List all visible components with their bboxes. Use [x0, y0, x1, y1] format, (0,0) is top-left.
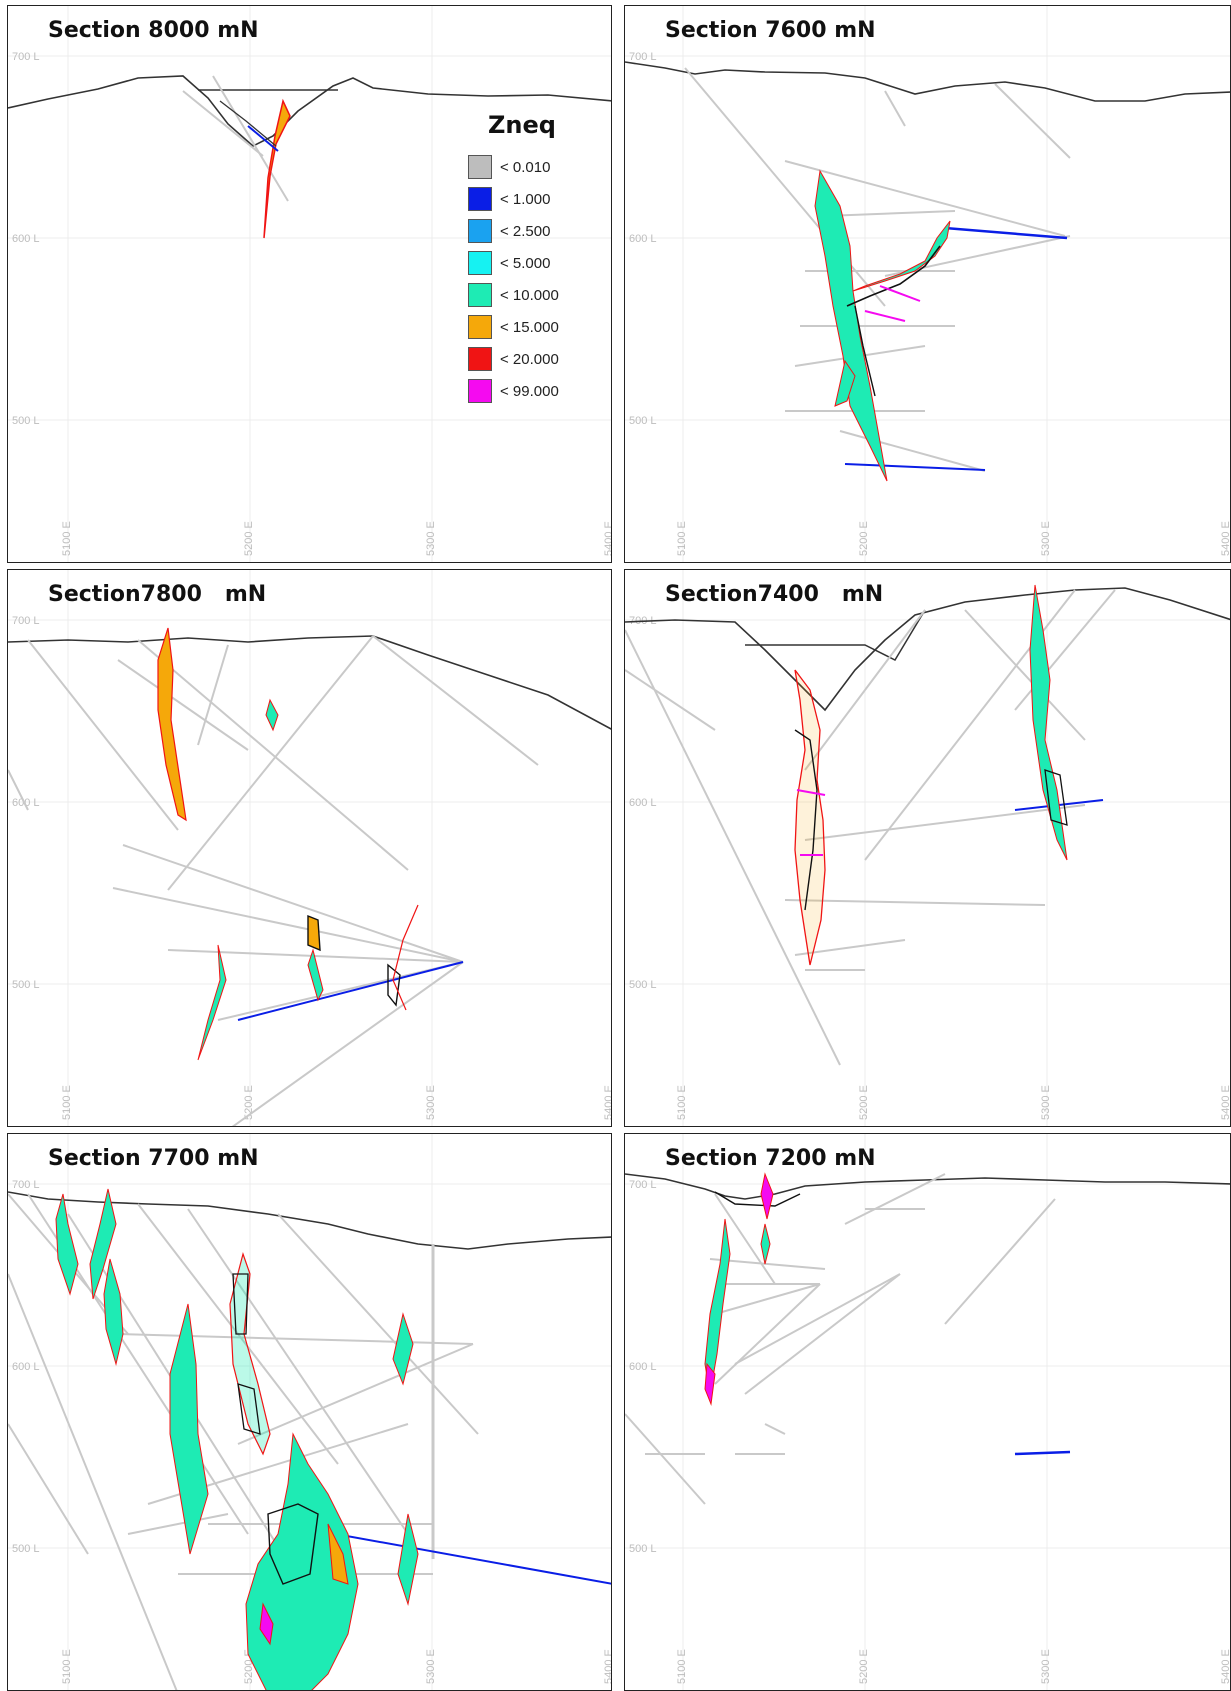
topography-line	[8, 75, 611, 147]
legend-title: Zneq	[488, 111, 556, 139]
level-label: 700 L	[629, 1179, 657, 1191]
mineralized-lens	[1029, 584, 1068, 861]
easting-label: 5300 E	[1040, 1649, 1052, 1684]
level-label: 600 L	[629, 233, 657, 245]
section-8000-drawing: 700 L 600 L 500 L 5100 E 5200 E 5300 E 5…	[8, 6, 612, 562]
section-title: Section 7700 mN	[48, 1146, 259, 1171]
zneq-legend: Zneq < 0.010 < 1.000 < 2.500 < 5.000 < 1…	[468, 111, 578, 407]
section-7600-drawing: 700 L 600 L 500 L 5100 E 5200 E 5300 E 5…	[625, 6, 1231, 562]
legend-item: < 10.000	[468, 279, 578, 311]
level-label: 500 L	[12, 979, 40, 991]
level-label: 500 L	[629, 979, 657, 991]
section-8000-panel: 700 L 600 L 500 L 5100 E 5200 E 5300 E 5…	[7, 5, 612, 563]
easting-label: 5400 E	[603, 1085, 612, 1120]
easting-label: 5400 E	[1220, 521, 1231, 556]
easting-label: 5400 E	[603, 1649, 612, 1684]
easting-label: 5200 E	[243, 521, 255, 556]
section-7200-panel: 700 L 600 L 500 L 5100 E 5200 E 5300 E 5…	[624, 1133, 1231, 1691]
section-title: Section7400 mN	[665, 582, 884, 607]
mineralized-lens	[103, 1258, 124, 1366]
easting-label: 5200 E	[243, 1085, 255, 1120]
easting-label: 5100 E	[676, 1085, 688, 1120]
section-7700-drawing: 700 L 600 L 500 L 5100 E 5200 E 5300 E 5…	[8, 1134, 612, 1690]
legend-item: < 15.000	[468, 311, 578, 343]
section-title: Section 8000 mN	[48, 18, 259, 43]
easting-label: 5100 E	[61, 1085, 73, 1120]
legend-swatch	[468, 379, 492, 403]
mineralized-lens	[852, 220, 951, 292]
easting-label: 5300 E	[1040, 1085, 1052, 1120]
legend-swatch	[468, 251, 492, 275]
legend-swatch	[468, 187, 492, 211]
mineralized-lens	[794, 669, 826, 966]
easting-label: 5200 E	[858, 1085, 870, 1120]
legend-item: < 5.000	[468, 247, 578, 279]
legend-swatch	[468, 315, 492, 339]
easting-label: 5200 E	[858, 1649, 870, 1684]
mineralized-lens	[55, 1193, 79, 1296]
easting-label: 5400 E	[1220, 1085, 1231, 1120]
topography-line	[625, 587, 1230, 712]
easting-label: 5100 E	[61, 521, 73, 556]
topography-line	[625, 1173, 1230, 1200]
section-title: Section 7200 mN	[665, 1146, 876, 1171]
mineralized-lens	[245, 1432, 359, 1690]
section-7200-drawing: 700 L 600 L 500 L 5100 E 5200 E 5300 E 5…	[625, 1134, 1231, 1690]
drill-traces	[625, 589, 1116, 1066]
easting-label: 5300 E	[425, 1085, 437, 1120]
legend-swatch	[468, 155, 492, 179]
easting-label: 5100 E	[676, 521, 688, 556]
section-title: Section 7600 mN	[665, 18, 876, 43]
mineralized-lens	[814, 169, 888, 482]
level-label: 500 L	[12, 1543, 40, 1555]
legend-item: < 0.010	[468, 151, 578, 183]
legend-item: < 99.000	[468, 375, 578, 407]
section-7800-drawing: 700 L 600 L 500 L 5100 E 5200 E 5300 E 5…	[8, 570, 612, 1126]
section-7800-panel: 700 L 600 L 500 L 5100 E 5200 E 5300 E 5…	[7, 569, 612, 1127]
topography-line	[625, 61, 1230, 102]
grid	[8, 6, 611, 562]
legend-item: < 20.000	[468, 343, 578, 375]
easting-label: 5300 E	[425, 1649, 437, 1684]
drill-traces	[625, 1173, 1056, 1505]
section-7700-panel: 700 L 600 L 500 L 5100 E 5200 E 5300 E 5…	[7, 1133, 612, 1691]
easting-label: 5200 E	[858, 521, 870, 556]
level-label: 500 L	[629, 415, 657, 427]
level-label: 600 L	[12, 1361, 40, 1373]
level-label: 600 L	[12, 797, 40, 809]
section-7600-panel: 700 L 600 L 500 L 5100 E 5200 E 5300 E 5…	[624, 5, 1231, 563]
level-label: 600 L	[629, 797, 657, 809]
legend-swatch	[468, 347, 492, 371]
mineralized-lens	[169, 1303, 209, 1555]
level-label: 700 L	[12, 51, 40, 63]
section-title: Section7800 mN	[48, 582, 267, 607]
easting-label: 5400 E	[1220, 1649, 1231, 1684]
level-label: 500 L	[12, 415, 40, 427]
mineralized-lens	[263, 98, 291, 239]
easting-label: 5300 E	[425, 521, 437, 556]
section-7400-drawing: 700 L 600 L 500 L 5100 E 5200 E 5300 E 5…	[625, 570, 1231, 1126]
legend-swatch	[468, 283, 492, 307]
easting-label: 5400 E	[603, 521, 612, 556]
level-label: 600 L	[629, 1361, 657, 1373]
level-label: 700 L	[12, 1179, 40, 1191]
section-7400-panel: 700 L 600 L 500 L 5100 E 5200 E 5300 E 5…	[624, 569, 1231, 1127]
level-label: 600 L	[12, 233, 40, 245]
legend-swatch	[468, 219, 492, 243]
drill-traces	[182, 75, 289, 202]
easting-label: 5100 E	[676, 1649, 688, 1684]
topography-line	[8, 1191, 611, 1250]
level-label: 500 L	[629, 1543, 657, 1555]
level-label: 700 L	[12, 615, 40, 627]
mineralized-lens	[89, 1188, 117, 1300]
legend-item: < 1.000	[468, 183, 578, 215]
legend-item: < 2.500	[468, 215, 578, 247]
easting-label: 5300 E	[1040, 521, 1052, 556]
level-label: 700 L	[629, 51, 657, 63]
drill-traces	[684, 67, 1071, 472]
easting-label: 5100 E	[61, 1649, 73, 1684]
topography-line	[8, 635, 611, 730]
mineralized-lens	[157, 627, 187, 822]
